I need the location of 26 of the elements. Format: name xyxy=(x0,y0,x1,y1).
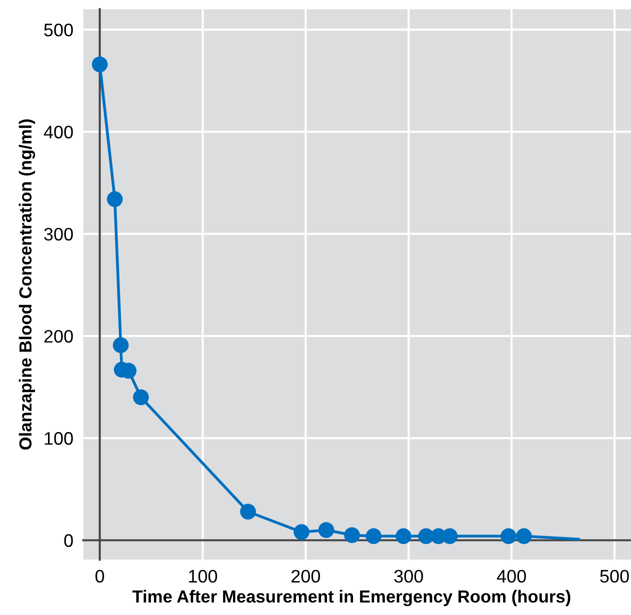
x-tick-label: 500 xyxy=(600,570,629,583)
point xyxy=(294,524,310,540)
y-tick-label: 300 xyxy=(44,228,73,241)
point xyxy=(133,389,149,406)
point xyxy=(318,522,334,538)
x-tick-label: 400 xyxy=(496,570,526,583)
point xyxy=(106,191,123,208)
y-tick-label: 200 xyxy=(44,330,73,343)
x-axis-title: Time After Measurement in Emergency Room (hours) xyxy=(132,590,570,606)
point xyxy=(396,528,412,544)
x-tick-label: 300 xyxy=(394,570,423,583)
point xyxy=(344,527,360,544)
x-tick-label: 0 xyxy=(95,570,104,583)
y-tick-label: 500 xyxy=(44,24,73,36)
point xyxy=(366,528,382,544)
point xyxy=(92,56,108,72)
point xyxy=(500,528,516,544)
point xyxy=(112,337,129,354)
point xyxy=(516,528,532,544)
x-tick-label: 100 xyxy=(189,570,218,583)
y-tick-label: 100 xyxy=(44,432,73,445)
x-tick-label: 200 xyxy=(292,570,320,583)
y-tick-label: 400 xyxy=(44,126,73,138)
point xyxy=(240,504,256,520)
y-tick-label: 0 xyxy=(64,534,73,547)
y-axis-title: Olanzapine Blood Concentration (ng/ml) xyxy=(18,119,36,450)
